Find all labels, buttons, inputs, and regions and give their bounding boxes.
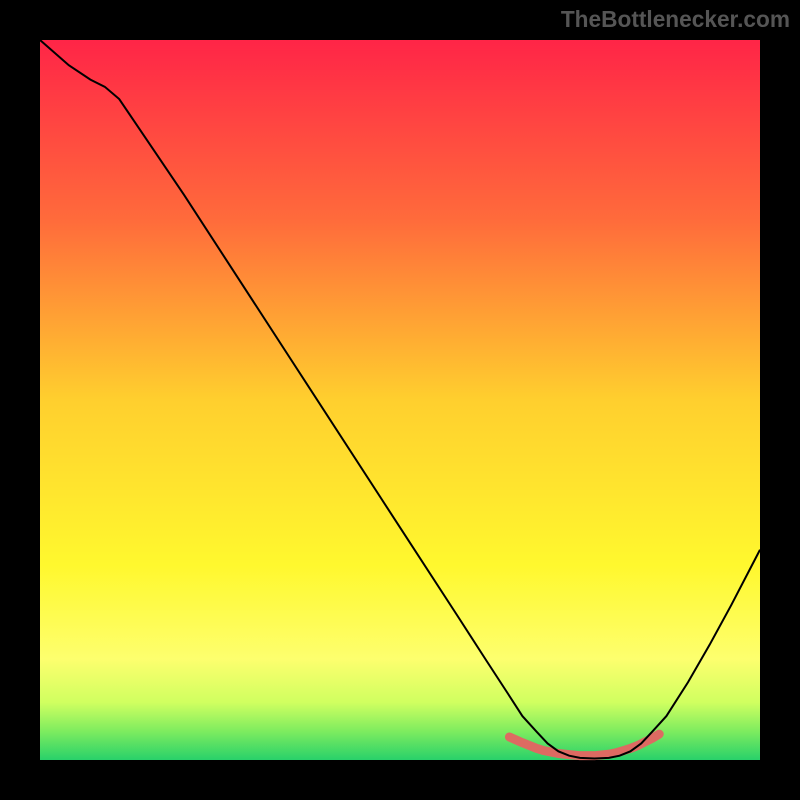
- bottleneck-chart: [0, 0, 800, 800]
- chart-background: [40, 40, 760, 760]
- chart-container: TheBottlenecker.com: [0, 0, 800, 800]
- watermark-label: TheBottlenecker.com: [561, 6, 790, 33]
